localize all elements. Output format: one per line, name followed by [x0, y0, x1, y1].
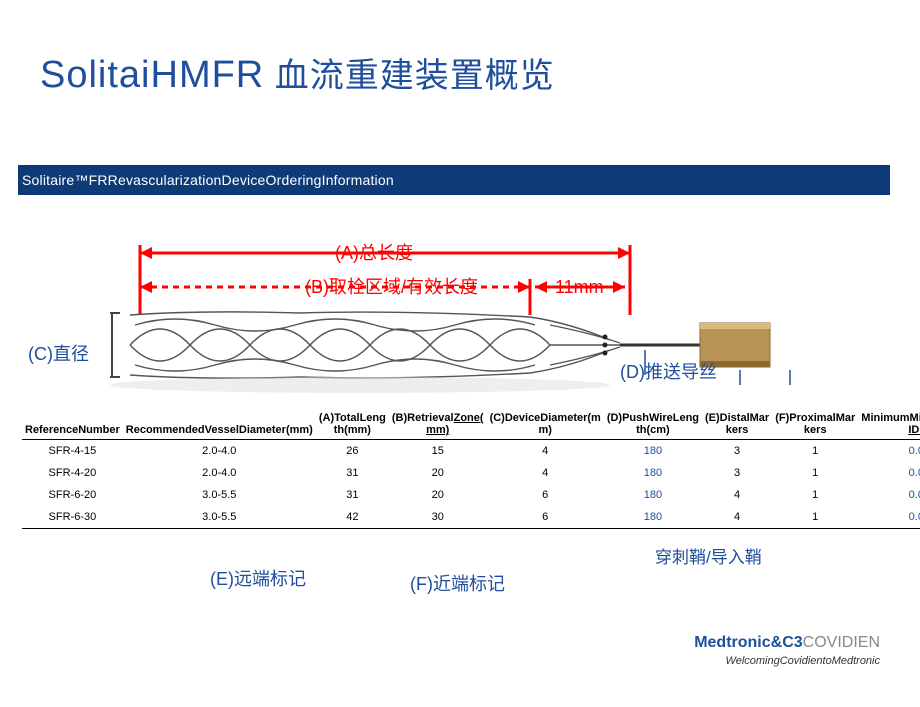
label-e-distal: (E)远端标记	[210, 565, 306, 591]
section-banner: Solitaire™FRRevascularizationDeviceOrder…	[18, 165, 890, 195]
label-sheath: 穿刺鞘/导入鞘	[655, 543, 762, 568]
footer-subtitle: WelcomingCovidientoMedtronic	[694, 655, 880, 667]
dim-label-11mm: 11mm	[555, 277, 604, 297]
col-dm: (E)DistalMarkers	[702, 410, 772, 440]
footer: Medtronic&C3COVIDIEN WelcomingCovidiento…	[694, 634, 880, 667]
label-c-diameter: (C)直径	[28, 340, 89, 366]
col-tlen: (A)TotalLength(mm)	[316, 410, 389, 440]
dim-label-b: (B)取栓区域/有效长度	[305, 277, 478, 297]
col-dia: (C)DeviceDiameter(mm)	[487, 410, 604, 440]
table-row: SFR-6-303.0-5.542306180410.027	[22, 506, 920, 529]
dim-label-a: (A)总长度	[335, 243, 413, 263]
col-pm: (F)ProximalMarkers	[772, 410, 858, 440]
label-d-pushwire: (D)推送导丝	[620, 358, 717, 384]
col-ref: ReferenceNumber	[22, 410, 123, 440]
stent-mesh-icon	[130, 312, 700, 378]
col-mc: MinimumMicroCatheterID(in)	[858, 410, 920, 440]
label-f-proximal: (F)近端标记	[410, 570, 505, 596]
col-rz: (B)RetrievalZone(mm)	[389, 410, 487, 440]
title-cjk: 血流重建装置概览	[264, 57, 554, 95]
table-row: SFR-4-202.0-4.031204180310.021	[22, 462, 920, 484]
title-latin: SolitaiHMFR	[40, 54, 264, 96]
col-vessel: RecommendedVesselDiameter(mm)	[123, 410, 316, 440]
page-title: SolitaiHMFR 血流重建装置概览	[40, 48, 555, 97]
spec-table: ReferenceNumber RecommendedVesselDiamete…	[22, 410, 892, 529]
table-row: SFR-6-203.0-5.531206180410.027	[22, 484, 920, 506]
table-row: SFR-4-152.0-4.026154180310.021	[22, 440, 920, 463]
col-pw: (D)PushWireLength(cm)	[604, 410, 702, 440]
footer-brand: Medtronic&C3COVIDIEN	[694, 634, 880, 652]
